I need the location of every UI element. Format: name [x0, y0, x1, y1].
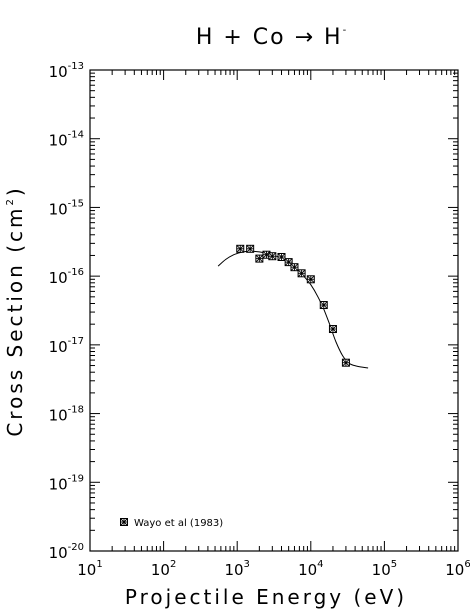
data-point: [277, 252, 286, 261]
y-tick-label: 10-18: [49, 405, 84, 425]
x-tick-label-exponent: 6: [464, 559, 470, 570]
y-tick-label-exponent: -16: [68, 267, 84, 278]
x-tick-label-base: 10: [151, 561, 170, 579]
y-tick-label-base: 10: [49, 132, 68, 150]
y-tick-label-exponent: -14: [68, 130, 84, 141]
x-tick-label: 102: [151, 559, 176, 579]
x-tick-label-exponent: 2: [170, 559, 176, 570]
y-tick-label-exponent: -13: [68, 61, 84, 72]
y-tick-label-base: 10: [49, 269, 68, 287]
y-tick-label: 10-17: [49, 336, 84, 356]
x-tick-label-base: 10: [372, 561, 391, 579]
data-point: [268, 252, 277, 261]
x-tick-label: 105: [372, 559, 397, 579]
y-tick-label-base: 10: [49, 338, 68, 356]
y-tick-label-exponent: -17: [68, 336, 84, 347]
y-axis-label-base: Cross Section (cm: [3, 206, 27, 437]
data-point: [297, 269, 306, 278]
legend: Wayo et al (1983): [120, 518, 223, 529]
y-axis-label-superscript: 2: [5, 196, 16, 205]
x-tick-label-exponent: 3: [244, 559, 250, 570]
y-tick-label-base: 10: [49, 407, 68, 425]
x-tick-label: 106: [445, 559, 470, 579]
y-tick-label: 10-20: [49, 542, 84, 562]
y-axis-label: Cross Section (cm2): [3, 185, 27, 436]
x-axis-ticks: [89, 70, 456, 551]
y-tick-label-exponent: -19: [68, 473, 84, 484]
y-tick-label-base: 10: [49, 544, 68, 562]
chart-title-base: H + Co → H: [196, 25, 343, 50]
y-tick-label: 10-16: [49, 267, 84, 287]
data-point: [328, 325, 337, 334]
legend-label: Wayo et al (1983): [134, 518, 223, 529]
x-tick-label-exponent: 5: [391, 559, 397, 570]
y-tick-label-base: 10: [49, 475, 68, 493]
y-tick-label-exponent: -20: [68, 542, 84, 553]
data-point: [306, 275, 315, 284]
x-tick-label-base: 10: [224, 561, 243, 579]
x-tick-label: 101: [77, 559, 102, 579]
x-tick-label-base: 10: [298, 561, 317, 579]
y-tick-label: 10-15: [49, 198, 84, 218]
y-tick-label: 10-14: [49, 130, 84, 150]
y-tick-label: 10-13: [49, 61, 84, 81]
data-point: [246, 244, 255, 253]
y-axis-ticks: [90, 72, 458, 552]
chart-title-superscript: -: [343, 25, 349, 36]
y-tick-label-exponent: -18: [68, 405, 84, 416]
x-tick-label-base: 10: [445, 561, 464, 579]
x-axis-tick-labels: 101 102 103 104 105 106: [77, 559, 470, 579]
x-tick-label-base: 10: [77, 561, 96, 579]
data-point: [341, 358, 350, 367]
legend-marker-symbol: [120, 518, 128, 526]
legend-marker-icon: [120, 518, 128, 526]
x-axis-label: Projectile Energy (eV): [125, 585, 407, 609]
data-point: [319, 301, 328, 310]
x-tick-label: 103: [224, 559, 249, 579]
y-axis-label-end: ): [3, 185, 27, 196]
chart-title: H + Co → H-: [196, 25, 348, 50]
data-point: [255, 254, 264, 263]
y-tick-label-exponent: -15: [68, 198, 84, 209]
plot-frame: [89, 69, 459, 552]
x-tick-label-exponent: 1: [96, 559, 102, 570]
data-points: [236, 244, 350, 367]
data-point: [236, 244, 245, 253]
y-tick-label: 10-19: [49, 473, 84, 493]
y-tick-label-base: 10: [49, 200, 68, 218]
x-tick-label: 104: [298, 559, 323, 579]
y-tick-label-base: 10: [49, 63, 68, 81]
data-point: [290, 263, 299, 272]
x-tick-label-exponent: 4: [317, 559, 323, 570]
